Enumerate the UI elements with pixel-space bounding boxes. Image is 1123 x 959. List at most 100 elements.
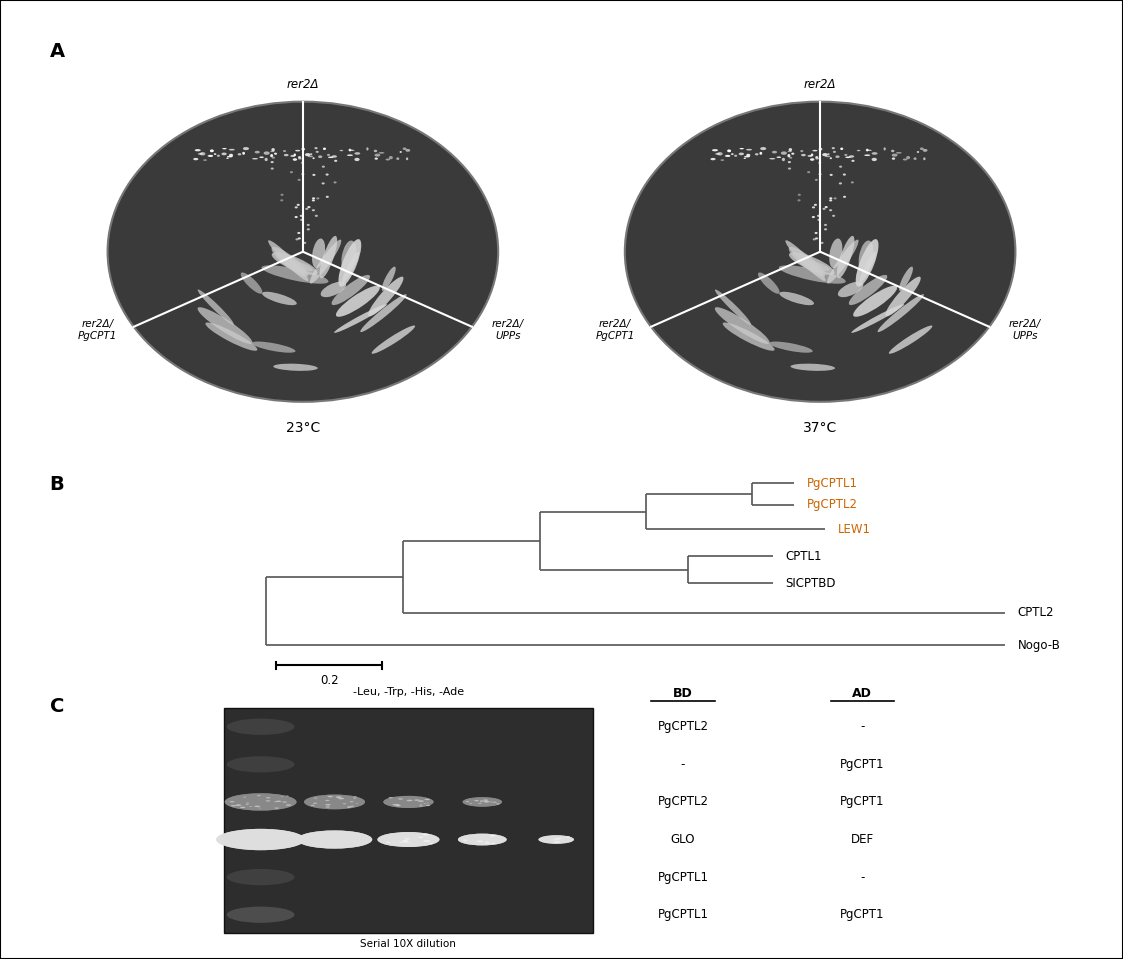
- Ellipse shape: [255, 151, 259, 153]
- Ellipse shape: [272, 156, 275, 159]
- Ellipse shape: [229, 801, 235, 803]
- Ellipse shape: [320, 236, 337, 278]
- Ellipse shape: [712, 149, 718, 152]
- Ellipse shape: [366, 148, 368, 151]
- Ellipse shape: [198, 307, 253, 344]
- Ellipse shape: [789, 252, 834, 275]
- Ellipse shape: [839, 182, 842, 184]
- Ellipse shape: [815, 156, 819, 158]
- Ellipse shape: [271, 151, 275, 152]
- Ellipse shape: [849, 155, 855, 157]
- Text: rer2Δ/
PgCPT1: rer2Δ/ PgCPT1: [79, 319, 118, 340]
- Ellipse shape: [463, 797, 502, 807]
- Text: C: C: [49, 697, 64, 715]
- Ellipse shape: [769, 341, 813, 353]
- Ellipse shape: [832, 215, 836, 217]
- Ellipse shape: [920, 148, 924, 150]
- Text: AD: AD: [852, 687, 873, 700]
- Ellipse shape: [314, 147, 318, 150]
- Ellipse shape: [727, 155, 730, 156]
- Ellipse shape: [429, 843, 433, 844]
- Ellipse shape: [721, 159, 724, 161]
- Ellipse shape: [840, 148, 843, 150]
- Ellipse shape: [739, 152, 743, 155]
- Text: 0.2: 0.2: [320, 673, 338, 687]
- Ellipse shape: [225, 793, 296, 810]
- Ellipse shape: [298, 238, 301, 240]
- Ellipse shape: [851, 181, 853, 183]
- Ellipse shape: [300, 215, 303, 217]
- Ellipse shape: [844, 153, 848, 156]
- Ellipse shape: [828, 153, 830, 155]
- Text: PgCPTL2: PgCPTL2: [657, 720, 709, 734]
- Ellipse shape: [913, 157, 916, 160]
- Ellipse shape: [312, 157, 314, 159]
- Ellipse shape: [229, 153, 232, 156]
- Ellipse shape: [788, 148, 792, 152]
- Ellipse shape: [301, 148, 305, 151]
- Ellipse shape: [871, 152, 877, 154]
- Ellipse shape: [303, 242, 307, 244]
- Ellipse shape: [308, 206, 310, 208]
- Text: PgCPTL2: PgCPTL2: [806, 499, 857, 511]
- Ellipse shape: [326, 174, 329, 175]
- Ellipse shape: [483, 800, 489, 801]
- Ellipse shape: [298, 232, 301, 234]
- Ellipse shape: [222, 148, 227, 150]
- Ellipse shape: [227, 757, 294, 772]
- Ellipse shape: [378, 152, 384, 153]
- Ellipse shape: [838, 282, 864, 297]
- Text: rer2Δ/
UPPs: rer2Δ/ UPPs: [492, 319, 524, 340]
- Text: BD: BD: [673, 687, 693, 700]
- Text: PgCPT1: PgCPT1: [840, 758, 885, 771]
- Ellipse shape: [272, 148, 275, 152]
- Ellipse shape: [283, 150, 286, 152]
- Ellipse shape: [867, 150, 871, 151]
- Ellipse shape: [307, 223, 310, 226]
- Ellipse shape: [818, 215, 820, 217]
- Text: DEF: DEF: [851, 833, 874, 846]
- Ellipse shape: [231, 805, 236, 807]
- Ellipse shape: [272, 246, 308, 276]
- Ellipse shape: [257, 795, 261, 796]
- Ellipse shape: [206, 322, 257, 351]
- Ellipse shape: [801, 153, 806, 156]
- Ellipse shape: [715, 152, 720, 155]
- Ellipse shape: [203, 159, 207, 161]
- Ellipse shape: [276, 801, 282, 802]
- Ellipse shape: [760, 147, 766, 151]
- Ellipse shape: [313, 803, 317, 804]
- Ellipse shape: [328, 156, 334, 158]
- Ellipse shape: [810, 158, 814, 161]
- Ellipse shape: [727, 150, 731, 152]
- Ellipse shape: [743, 157, 746, 159]
- Ellipse shape: [839, 166, 842, 168]
- Text: A: A: [49, 41, 65, 60]
- Ellipse shape: [354, 796, 357, 798]
- Ellipse shape: [711, 158, 715, 160]
- Ellipse shape: [274, 152, 277, 154]
- Ellipse shape: [217, 829, 305, 851]
- Ellipse shape: [310, 240, 341, 284]
- Ellipse shape: [294, 206, 298, 208]
- Ellipse shape: [396, 157, 400, 160]
- Ellipse shape: [266, 797, 271, 799]
- Ellipse shape: [718, 152, 723, 155]
- Ellipse shape: [490, 835, 494, 836]
- Ellipse shape: [240, 807, 245, 808]
- Ellipse shape: [787, 154, 791, 157]
- Ellipse shape: [350, 806, 354, 807]
- Ellipse shape: [414, 800, 420, 801]
- Ellipse shape: [787, 151, 792, 152]
- Ellipse shape: [859, 251, 876, 283]
- Ellipse shape: [871, 158, 877, 161]
- Ellipse shape: [264, 152, 270, 154]
- Ellipse shape: [317, 198, 319, 199]
- Ellipse shape: [311, 805, 314, 806]
- Text: Nogo-B: Nogo-B: [1017, 639, 1060, 652]
- Ellipse shape: [383, 796, 433, 808]
- Ellipse shape: [866, 149, 868, 152]
- Ellipse shape: [821, 242, 823, 244]
- Text: 23°C: 23°C: [285, 421, 320, 434]
- Ellipse shape: [322, 166, 325, 168]
